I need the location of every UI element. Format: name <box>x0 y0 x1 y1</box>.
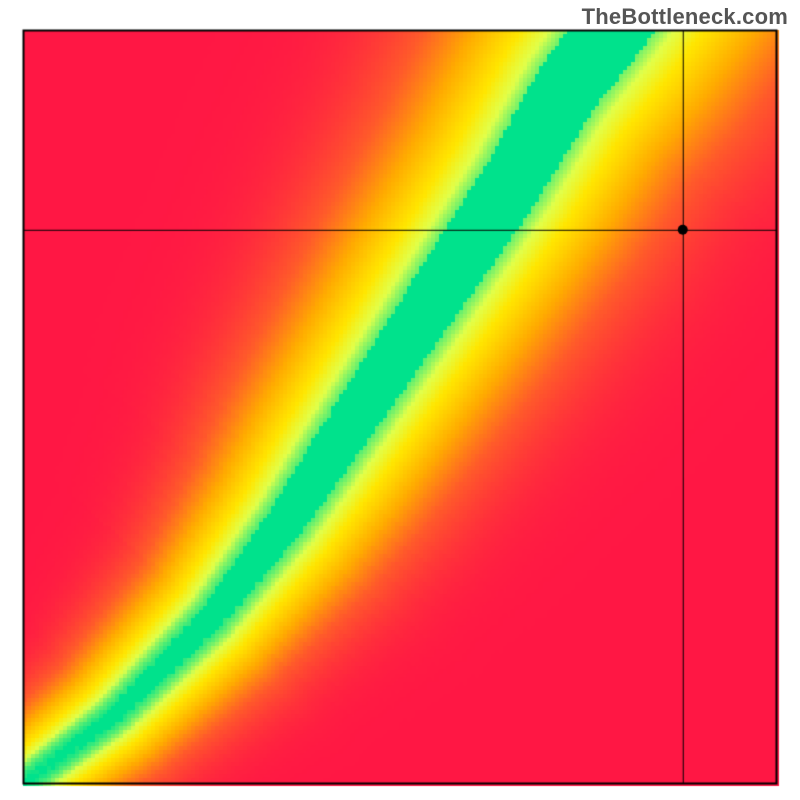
watermark-text: TheBottleneck.com <box>582 4 788 30</box>
bottleneck-heatmap-chart <box>0 0 800 800</box>
